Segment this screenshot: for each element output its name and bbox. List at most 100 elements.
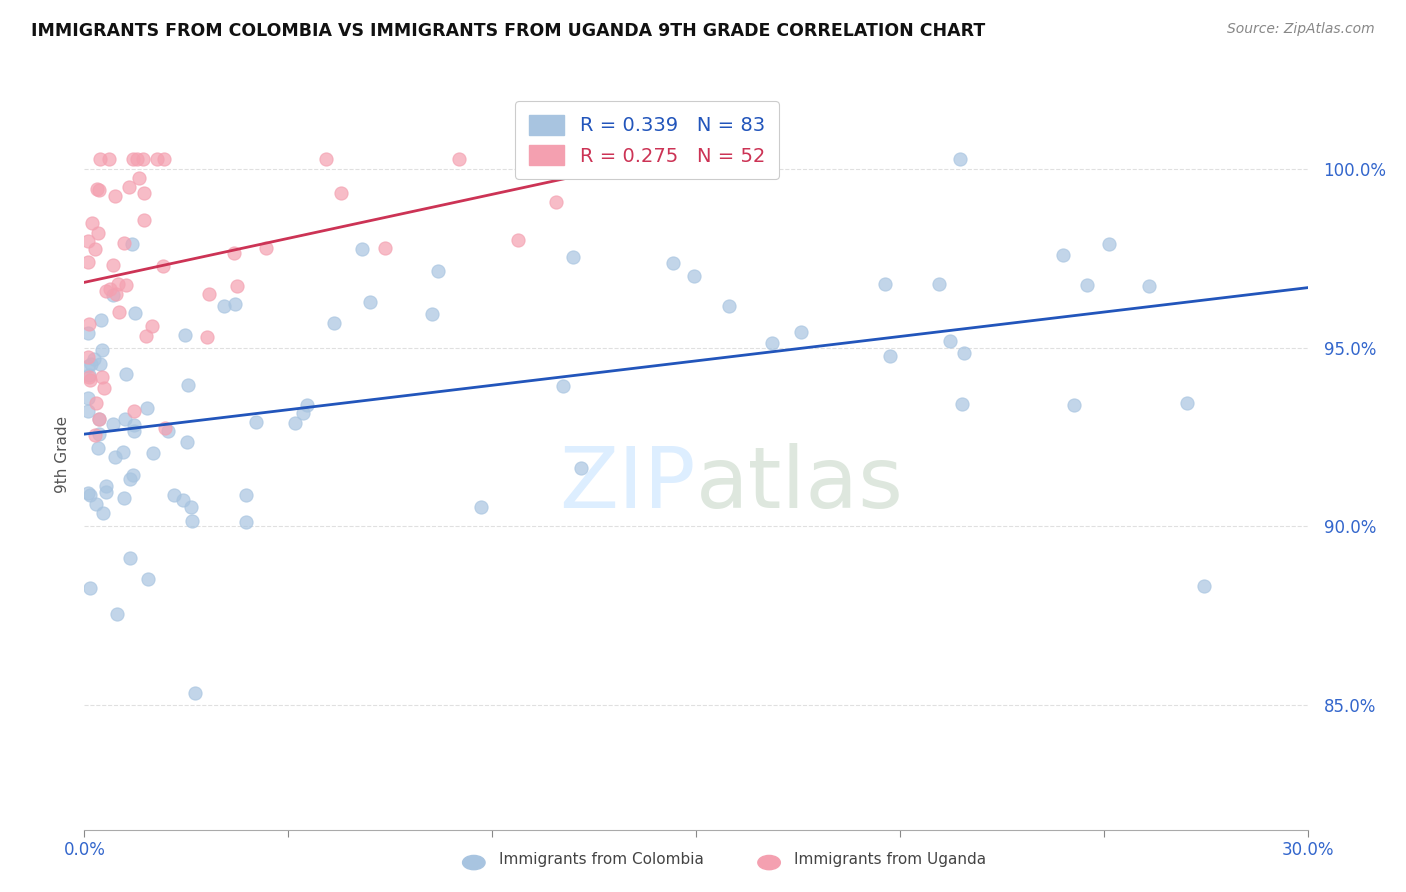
Point xyxy=(118,551,141,566)
Point xyxy=(153,152,176,166)
Point xyxy=(79,357,101,371)
Point xyxy=(132,186,155,200)
Point xyxy=(551,378,574,392)
Point xyxy=(107,277,129,291)
Text: Immigrants from Uganda: Immigrants from Uganda xyxy=(794,852,987,867)
Point xyxy=(101,258,124,272)
Text: IMMIGRANTS FROM COLOMBIA VS IMMIGRANTS FROM UGANDA 9TH GRADE CORRELATION CHART: IMMIGRANTS FROM COLOMBIA VS IMMIGRANTS F… xyxy=(31,22,986,40)
Point xyxy=(330,186,353,200)
Point xyxy=(105,286,128,301)
Point xyxy=(195,330,218,344)
Point xyxy=(125,152,148,166)
Point xyxy=(571,460,593,475)
Point xyxy=(420,307,443,321)
Point xyxy=(683,268,706,283)
Point xyxy=(84,242,107,256)
Point xyxy=(292,406,315,420)
Point xyxy=(546,195,568,210)
Point xyxy=(224,297,246,311)
Point xyxy=(104,189,127,203)
Point xyxy=(104,450,127,464)
Point xyxy=(163,488,186,502)
Point xyxy=(789,325,811,339)
Point xyxy=(135,329,157,343)
Point xyxy=(103,287,125,301)
Point xyxy=(214,299,236,313)
Point xyxy=(938,334,960,348)
Point xyxy=(181,514,204,528)
Point xyxy=(115,278,138,293)
Point xyxy=(157,424,180,438)
Point xyxy=(323,316,346,330)
Point xyxy=(1192,579,1215,593)
Point xyxy=(235,516,257,530)
Point xyxy=(122,467,145,482)
Point xyxy=(79,368,101,383)
Point xyxy=(359,294,381,309)
Point xyxy=(87,441,110,455)
Point xyxy=(77,485,100,500)
Point xyxy=(87,426,110,441)
Point xyxy=(245,415,267,429)
Point xyxy=(1076,278,1098,293)
Point xyxy=(134,213,156,227)
Point xyxy=(950,397,973,411)
Point xyxy=(198,287,221,301)
Point xyxy=(174,328,197,343)
Text: ZIP: ZIP xyxy=(560,443,696,526)
Point xyxy=(718,299,741,313)
Point xyxy=(180,500,202,515)
Point xyxy=(1063,398,1085,412)
Point xyxy=(86,182,108,196)
Point xyxy=(128,171,150,186)
Text: Immigrants from Colombia: Immigrants from Colombia xyxy=(499,852,704,867)
Point xyxy=(153,421,176,435)
Point xyxy=(141,318,163,333)
Point xyxy=(89,357,111,371)
Point xyxy=(112,491,135,505)
Point xyxy=(136,572,159,586)
Point xyxy=(352,242,374,256)
Point xyxy=(118,472,141,486)
Point xyxy=(1052,248,1074,262)
Point xyxy=(84,396,107,410)
Point xyxy=(103,417,125,431)
Point xyxy=(87,184,110,198)
Point xyxy=(111,445,134,459)
Point xyxy=(508,234,530,248)
Point xyxy=(226,278,249,293)
Point xyxy=(112,235,135,250)
Point xyxy=(77,234,100,248)
Point xyxy=(77,326,100,340)
Point xyxy=(284,416,307,430)
Point xyxy=(142,446,165,460)
Point xyxy=(90,313,112,327)
Point xyxy=(661,256,683,270)
Point xyxy=(315,152,337,166)
Text: atlas: atlas xyxy=(696,443,904,526)
Point xyxy=(91,343,114,357)
Point xyxy=(949,152,972,166)
Point xyxy=(114,412,136,426)
Point xyxy=(374,242,396,256)
Point xyxy=(93,381,115,395)
Point xyxy=(77,350,100,364)
Point xyxy=(118,179,141,194)
Point xyxy=(122,152,145,166)
Point xyxy=(77,391,100,405)
Point xyxy=(121,237,143,252)
Point xyxy=(183,686,205,700)
Point xyxy=(79,373,101,387)
Point xyxy=(124,306,146,320)
Point xyxy=(77,403,100,417)
Point xyxy=(91,507,114,521)
Point xyxy=(89,152,111,166)
Point xyxy=(254,241,277,255)
Point xyxy=(94,485,117,500)
Point xyxy=(79,581,101,595)
Point xyxy=(1097,236,1119,251)
Point xyxy=(222,245,245,260)
Point xyxy=(297,398,319,412)
Point xyxy=(562,251,585,265)
Point xyxy=(146,152,169,166)
